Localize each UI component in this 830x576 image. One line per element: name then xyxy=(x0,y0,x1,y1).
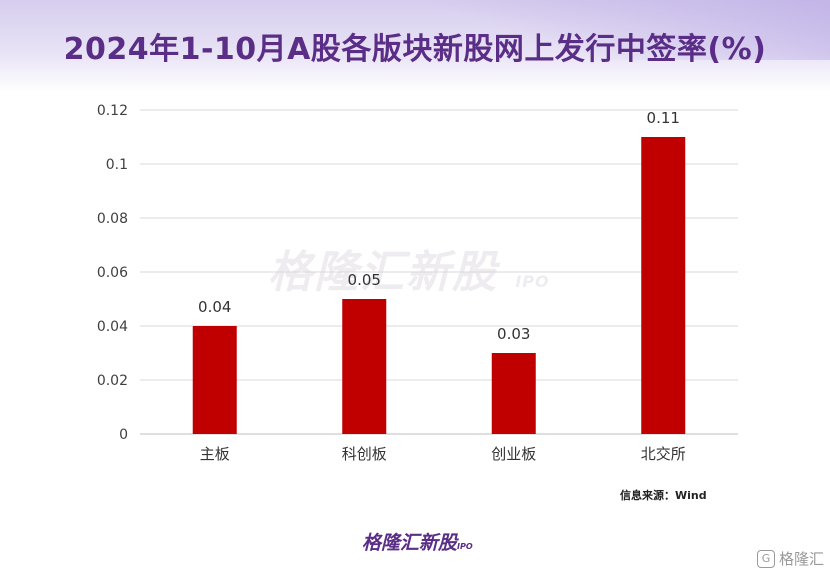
corner-badge: G 格隆汇 xyxy=(756,548,824,569)
y-tick-label: 0.02 xyxy=(97,373,128,389)
bar xyxy=(491,353,536,434)
x-tick-label: 北交所 xyxy=(641,445,686,463)
watermark-suffix: IPO xyxy=(515,272,550,291)
x-tick-label: 科创板 xyxy=(342,445,387,463)
corner-badge-text: 格隆汇 xyxy=(778,550,824,568)
data-label: 0.05 xyxy=(348,271,381,289)
footer-logo: 格隆汇新股IPO xyxy=(362,528,473,555)
y-tick-label: 0.1 xyxy=(106,157,128,173)
data-label: 0.03 xyxy=(497,325,530,343)
bar xyxy=(192,326,237,434)
y-tick-label: 0 xyxy=(119,427,128,443)
banner-decoration xyxy=(410,0,830,60)
header-banner xyxy=(0,0,830,92)
footer-brand: 格隆汇新股 xyxy=(362,532,458,554)
chart-title: 2024年1-10月A股各版块新股网上发行中签率(%) xyxy=(63,32,767,67)
y-tick-label: 0.06 xyxy=(97,265,128,281)
data-label: 0.04 xyxy=(198,298,231,316)
corner-logo-icon: G xyxy=(756,549,775,568)
footer-suffix: IPO xyxy=(457,542,473,551)
bar xyxy=(641,137,686,434)
bar xyxy=(342,299,387,434)
y-tick-label: 0.04 xyxy=(97,319,128,335)
source-note: 信息来源：Wind xyxy=(620,489,707,502)
x-tick-label: 主板 xyxy=(200,445,230,463)
x-tick-label: 创业板 xyxy=(491,445,536,463)
y-tick-label: 0.12 xyxy=(97,103,128,119)
data-label: 0.11 xyxy=(647,109,680,127)
y-tick-label: 0.08 xyxy=(97,211,128,227)
